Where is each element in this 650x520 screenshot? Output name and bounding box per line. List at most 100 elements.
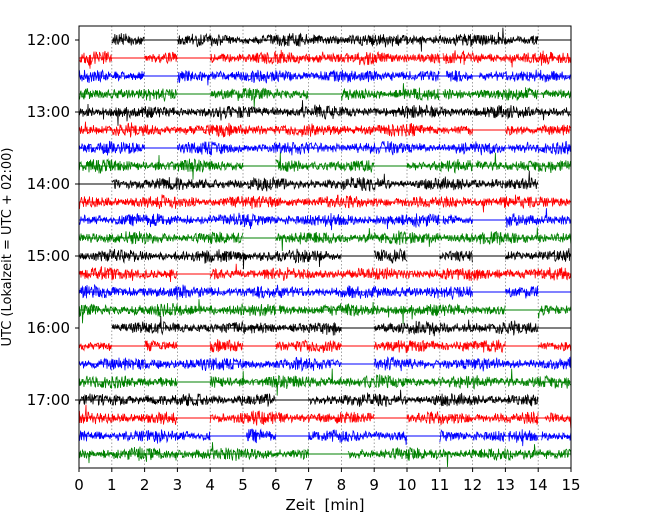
- trace-segment: [541, 89, 572, 99]
- trace-row-1215: [78, 49, 571, 69]
- trace-segment: [508, 140, 572, 156]
- trace-segment: [78, 69, 145, 84]
- trace-row-1345: [78, 152, 572, 180]
- trace-segment: [373, 319, 539, 337]
- trace-segment: [78, 341, 112, 352]
- trace-segment: [209, 263, 572, 281]
- trace-segment: [347, 444, 572, 468]
- x-axis: 0 1 2 3 4 5 6 7 8 9 10 11 12 13 14 15: [74, 468, 581, 494]
- trace-segment: [505, 123, 572, 136]
- x-tick-label: 5: [238, 476, 248, 494]
- trace-row-1400: [79, 170, 539, 193]
- trace-segment: [505, 285, 539, 299]
- trace-row-1330: [78, 140, 572, 156]
- trace-segment: [209, 410, 375, 426]
- trace-segment: [278, 301, 506, 324]
- trace-segment: [78, 429, 211, 444]
- trace-segment: [442, 50, 571, 68]
- trace-segment: [341, 83, 440, 102]
- trace-segment: [78, 140, 145, 156]
- y-tick-label: 13:00: [27, 103, 70, 121]
- trace-row-1715: [78, 404, 572, 429]
- x-tick-label: 6: [271, 476, 281, 494]
- y-tick-label: 15:00: [27, 247, 70, 265]
- x-tick-label: 13: [496, 476, 515, 494]
- trace-segment: [544, 412, 572, 429]
- y-tick-label: 14:00: [27, 175, 70, 193]
- trace-segment: [177, 69, 440, 86]
- trace-segment: [144, 51, 178, 65]
- trace-segment: [78, 248, 342, 270]
- trace-segment: [78, 50, 112, 69]
- trace-segment: [177, 27, 539, 52]
- trace-segment: [373, 356, 572, 372]
- trace-segment: [78, 393, 276, 407]
- grid: [111, 26, 539, 468]
- trace-segment: [78, 121, 473, 138]
- trace-segment: [111, 316, 342, 336]
- x-tick-label: 3: [173, 476, 183, 494]
- trace-segment: [78, 404, 178, 425]
- trace-row-1200: [111, 27, 571, 52]
- trace-segment: [508, 429, 539, 447]
- trace-row-1615: [78, 339, 572, 354]
- x-tick-label: 15: [561, 476, 580, 494]
- trace-segment: [111, 33, 145, 46]
- trace-row-1600: [111, 316, 571, 337]
- x-tick-label: 7: [304, 476, 314, 494]
- plot-frame: [78, 25, 572, 469]
- trace-segment: [209, 49, 441, 66]
- trace-segment: [373, 247, 408, 264]
- trace-segment: [209, 87, 309, 108]
- trace-segment: [177, 140, 506, 156]
- trace-segment: [144, 339, 178, 352]
- trace-segment: [439, 250, 473, 263]
- x-tick-label: 1: [107, 476, 117, 494]
- trace-segment: [308, 429, 407, 446]
- trace-segment: [406, 410, 539, 426]
- trace-segment: [308, 389, 539, 407]
- trace-row-1745: [78, 442, 572, 468]
- trace-row-1545: [78, 299, 572, 324]
- x-tick-label: 11: [430, 476, 449, 494]
- trace-segment: [275, 227, 572, 252]
- trace-row-1415: [78, 194, 572, 213]
- trace-segment: [78, 88, 178, 102]
- trace-row-1730: [78, 428, 572, 447]
- trace-segment: [78, 265, 178, 283]
- trace-segment: [209, 368, 571, 396]
- y-tick-label: 12:00: [27, 31, 70, 49]
- trace-segment: [373, 339, 506, 354]
- trace-row-1645: [78, 368, 571, 396]
- trace-segment: [442, 213, 473, 225]
- traces: [78, 27, 572, 468]
- trace-segment: [442, 87, 539, 101]
- trace-segment: [478, 69, 572, 83]
- x-tick-label: 0: [74, 476, 84, 494]
- x-tick-label: 14: [529, 476, 548, 494]
- trace-row-1530: [78, 284, 571, 300]
- y-axis: 12:00 13:00 14:00 15:00 16:00 17:00: [27, 31, 79, 409]
- trace-segment: [78, 212, 440, 231]
- y-axis-label: UTC (Lokalzeit = UTC + 02:00): [0, 148, 15, 347]
- trace-segment: [111, 170, 539, 193]
- x-tick-label: 4: [205, 476, 215, 494]
- trace-segment: [537, 304, 572, 319]
- y-tick-label: 16:00: [27, 319, 70, 337]
- trace-segment: [446, 70, 473, 83]
- trace-segment: [78, 356, 342, 372]
- trace-row-1700: [78, 389, 539, 407]
- trace-segment: [245, 428, 277, 444]
- x-tick-label: 12: [463, 476, 482, 494]
- x-tick-label: 9: [369, 476, 379, 494]
- trace-row-1245: [78, 83, 572, 108]
- trace-segment: [275, 152, 375, 173]
- trace-segment: [537, 341, 572, 352]
- x-tick-label: 8: [337, 476, 347, 494]
- trace-segment: [505, 208, 572, 228]
- trace-segment: [406, 158, 473, 174]
- trace-segment: [78, 100, 572, 126]
- trace-segment: [78, 299, 276, 324]
- trace-segment: [505, 248, 572, 262]
